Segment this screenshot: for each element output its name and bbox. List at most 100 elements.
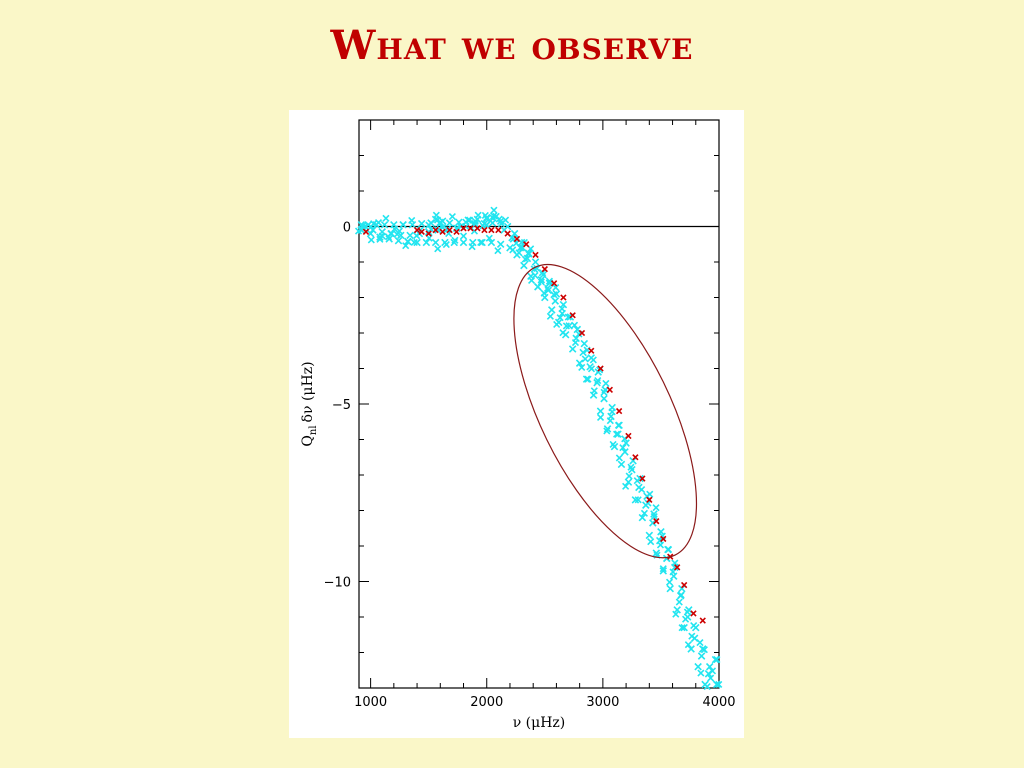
model-point [445,219,454,227]
model-point [380,220,389,229]
model-point [656,541,665,549]
model-point [548,306,556,314]
observed-point [597,365,604,372]
model-point [579,348,587,357]
model-point [659,567,668,575]
model-point [608,408,616,416]
observed-point [699,617,706,624]
model-point [711,655,720,664]
model-point [520,261,528,270]
model-point [465,216,474,224]
model-point [680,623,688,632]
model-point [681,615,690,623]
model-point [580,339,589,348]
model-point [673,606,681,614]
observed-point [446,226,453,234]
model-point [489,212,498,220]
model-point [622,439,630,447]
model-point [633,477,641,485]
model-point [581,355,589,363]
model-point [462,218,470,226]
model-point [603,425,612,433]
model-point [553,320,561,329]
model-point [537,275,546,284]
model-point [394,236,403,245]
model-point [436,220,444,228]
model-point [422,238,431,247]
model-point [647,538,655,546]
model-point [556,314,564,322]
svg-text:Qnlδν (μHz): Qnl δν (μHz) [300,361,319,446]
model-point [487,238,496,247]
observed-point [674,564,681,571]
model-point [490,206,498,214]
y-tick-label: −10 [324,576,351,591]
model-point [629,457,637,465]
model-point [615,454,623,462]
model-point [590,387,598,395]
model-point [683,608,691,616]
model-point [378,232,386,240]
model-point [443,225,452,234]
model-point [713,656,721,664]
model-point [708,667,717,675]
model-point [705,662,714,671]
model-point [370,220,378,228]
model-point [471,217,479,225]
y-tick-label: −5 [332,398,351,413]
model-points [354,206,723,691]
model-point [354,227,363,235]
model-point [451,236,459,244]
model-point [525,250,533,258]
model-point [459,238,468,247]
model-point [413,238,421,247]
observed-point [439,228,446,235]
model-point [481,211,489,220]
model-point [584,375,592,383]
model-point [559,329,567,337]
model-point [552,283,560,292]
model-point [366,229,375,238]
y-axis-label: Qnl δν (μHz) [300,361,319,446]
model-point [613,430,621,438]
slide-title: What we observe [330,22,694,69]
observed-point [504,230,511,237]
model-point [657,528,665,536]
observed-point [495,226,502,234]
model-point [712,680,721,689]
model-point [672,610,680,618]
model-point [515,249,523,257]
model-point [359,222,367,230]
model-point [694,662,702,671]
model-point [540,289,548,297]
observed-point [532,251,539,259]
model-point [622,482,630,490]
model-point [690,621,698,630]
model-point [575,359,584,367]
model-point [678,584,686,593]
model-point [652,504,660,512]
model-point [550,291,558,299]
model-point [496,240,505,249]
model-point [582,375,591,383]
model-point [715,680,723,689]
observed-point [606,386,614,393]
model-point [606,417,614,425]
model-point [425,221,433,229]
model-point [442,241,450,249]
model-point [417,219,426,228]
model-point [531,271,539,280]
model-point [659,565,667,573]
model-point [663,554,671,562]
model-point [678,624,686,632]
model-point [687,645,695,653]
model-point [559,300,568,309]
observed-point [453,228,460,235]
highlight-ellipse [513,263,698,559]
model-point [666,584,674,593]
model-point [450,238,458,247]
model-point [523,254,532,263]
model-point [638,485,646,494]
model-point [478,238,486,247]
model-point [650,510,658,518]
